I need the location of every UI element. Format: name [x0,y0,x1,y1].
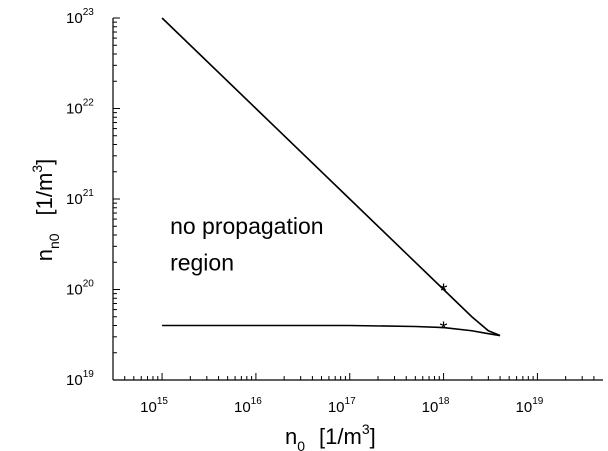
series-line-2 [162,324,501,337]
annotation-text: no propagation [170,213,323,239]
x-tick-label: 1016 [234,396,262,416]
series-line-1 [161,17,501,337]
series [161,17,501,337]
y-tick-label: 1020 [66,279,94,299]
markers: ** [440,281,448,341]
x-tick-label: 1015 [140,396,168,416]
y-tick-label: 1021 [66,188,94,208]
x-axis-label: n0 [1/m3] [285,421,376,451]
annotation-text: region [170,249,234,275]
x-tick-label: 1018 [422,396,450,416]
y-axis-label: nn0[1/m3] [29,159,62,262]
y-tick-label: 1019 [66,369,94,389]
x-tick-label: 1017 [328,396,356,416]
ticks: 1015 1016 1017 1018 1019 1019 1020 1021 1022 1023 [66,7,595,416]
data-marker: * [440,281,448,303]
annotations: no propagation region [170,213,323,275]
svg-text:nn0[1/m3]: nn0[1/m3] [29,159,62,262]
x-tick-label: 1019 [516,396,544,416]
y-tick-label: 1023 [66,7,94,27]
data-marker: * [440,319,448,341]
y-tick-label: 1022 [66,98,94,118]
